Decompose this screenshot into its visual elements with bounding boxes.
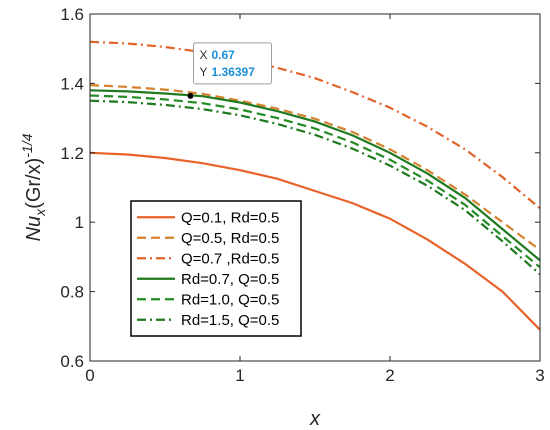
plot-frame <box>89 13 541 362</box>
series-line-2 <box>89 84 541 251</box>
y-tick-label: 0.8 <box>60 283 84 302</box>
x-axis-label: x <box>309 408 321 430</box>
x-tick-label: 1 <box>235 366 244 385</box>
y-axis-label-rest: (Gr/x) <box>23 158 45 209</box>
axis-ticks: 0 1 2 3 0.6 0.8 1 1.2 1.4 1.6 <box>60 5 544 385</box>
series-line-6 <box>89 99 541 276</box>
series-line-1 <box>89 151 541 331</box>
x-tick-label: 2 <box>385 366 394 385</box>
data-tip-y-value: 1.36397 <box>212 65 256 79</box>
y-axis-label-subscript: x <box>32 208 48 217</box>
data-tip-x-value: 0.67 <box>212 48 236 62</box>
data-tip-box <box>193 42 272 85</box>
legend-label-5: Rd=1.0, Q=0.5 <box>181 291 279 308</box>
data-tip-x-label: X <box>200 48 208 62</box>
legend-label-4: Rd=0.7, Q=0.5 <box>181 271 279 288</box>
x-tick-label: 3 <box>535 366 544 385</box>
legend-label-2: Q=0.5, Rd=0.5 <box>181 230 279 247</box>
y-axis-label-base: Nu <box>23 216 45 242</box>
y-tick-label: 0.6 <box>60 352 84 371</box>
legend: Q=0.1, Rd=0.5 Q=0.5, Rd=0.5 Q=0.7 ,Rd=0.5 R… <box>130 200 302 337</box>
legend-label-3: Q=0.7 ,Rd=0.5 <box>181 250 279 267</box>
series-line-4 <box>89 89 541 262</box>
y-axis-label-exponent: -1/4 <box>19 133 35 157</box>
y-tick-label: 1.2 <box>60 144 84 163</box>
y-tick-label: 1.6 <box>60 5 84 24</box>
legend-label-6: Rd=1.5, Q=0.5 <box>181 312 279 329</box>
series-lines <box>89 40 541 331</box>
data-tip-marker <box>187 92 194 99</box>
data-tip-y-label: Y <box>200 65 208 79</box>
series-line-5 <box>89 94 541 269</box>
x-tick-label: 0 <box>85 366 94 385</box>
y-tick-label: 1.4 <box>60 74 84 93</box>
legend-label-1: Q=0.1, Rd=0.5 <box>181 209 279 226</box>
y-tick-label: 1 <box>75 213 84 232</box>
series-line-3 <box>89 40 541 210</box>
data-tip: X 0.67 Y 1.36397 <box>187 42 272 99</box>
legend-box <box>130 200 302 337</box>
y-axis-label: Nux(Gr/x)-1/4 <box>19 133 48 241</box>
